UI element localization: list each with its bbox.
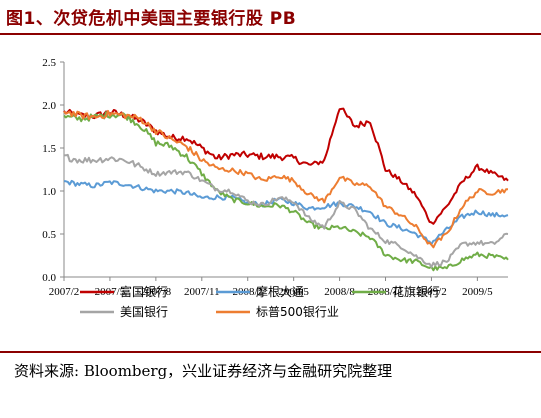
y-tick-label: 1.5: [42, 143, 56, 155]
y-tick-label: 0.0: [42, 272, 56, 284]
series-line-3: [63, 153, 509, 268]
source-note: 资料来源: Bloomberg，兴业证券经济与金融研究院整理: [14, 362, 393, 380]
title-divider: [0, 33, 541, 35]
source-divider: [0, 351, 541, 353]
y-tick-label: 2.0: [42, 100, 56, 112]
x-tick-label: 2007/2: [49, 286, 80, 298]
series-line-1: [63, 179, 509, 246]
y-tick-label: 1.0: [42, 186, 56, 198]
x-tick-label: 2008/5: [278, 286, 309, 298]
legend-label: 富国银行: [120, 284, 168, 299]
figure-title: 图1、次贷危机中美国主要银行股 PB: [6, 9, 297, 29]
x-tick-label: 2008/8: [324, 286, 355, 298]
x-tick-label: 2007/8: [141, 286, 172, 298]
x-tick-label: 2009/2: [416, 286, 447, 298]
legend-label: 美国银行: [120, 305, 168, 319]
x-tick-label: 2007/11: [184, 286, 220, 298]
legend-label: 摩根大通: [256, 284, 304, 299]
series-layer: [63, 107, 509, 272]
series-line-2: [63, 111, 509, 272]
y-tick-label: 0.5: [42, 229, 56, 241]
y-tick-label: 2.5: [42, 57, 56, 69]
legend-label: 花旗银行: [392, 284, 440, 299]
legend-label: 标普500银行业: [256, 305, 339, 319]
x-tick-label: 2009/5: [462, 286, 493, 298]
series-line-4: [63, 109, 509, 249]
series-line-0: [63, 107, 509, 225]
